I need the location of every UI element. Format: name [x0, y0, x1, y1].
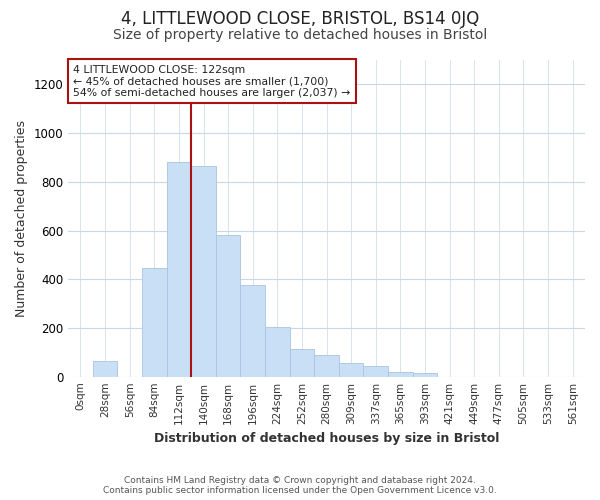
- Bar: [241, 286, 265, 376]
- Text: 4 LITTLEWOOD CLOSE: 122sqm
← 45% of detached houses are smaller (1,700)
54% of s: 4 LITTLEWOOD CLOSE: 122sqm ← 45% of deta…: [73, 65, 350, 98]
- Text: Size of property relative to detached houses in Bristol: Size of property relative to detached ho…: [113, 28, 487, 42]
- Bar: [216, 236, 241, 376]
- Text: 4, LITTLEWOOD CLOSE, BRISTOL, BS14 0JQ: 4, LITTLEWOOD CLOSE, BRISTOL, BS14 0JQ: [121, 10, 479, 28]
- Bar: [191, 166, 216, 376]
- X-axis label: Distribution of detached houses by size in Bristol: Distribution of detached houses by size …: [154, 432, 499, 445]
- Bar: [339, 364, 364, 376]
- Y-axis label: Number of detached properties: Number of detached properties: [15, 120, 28, 317]
- Bar: [167, 162, 191, 376]
- Text: Contains HM Land Registry data © Crown copyright and database right 2024.
Contai: Contains HM Land Registry data © Crown c…: [103, 476, 497, 495]
- Bar: [265, 326, 290, 376]
- Bar: [364, 366, 388, 376]
- Bar: [413, 373, 437, 376]
- Bar: [314, 355, 339, 376]
- Bar: [142, 268, 167, 376]
- Bar: [93, 361, 118, 376]
- Bar: [388, 372, 413, 376]
- Bar: [290, 348, 314, 376]
